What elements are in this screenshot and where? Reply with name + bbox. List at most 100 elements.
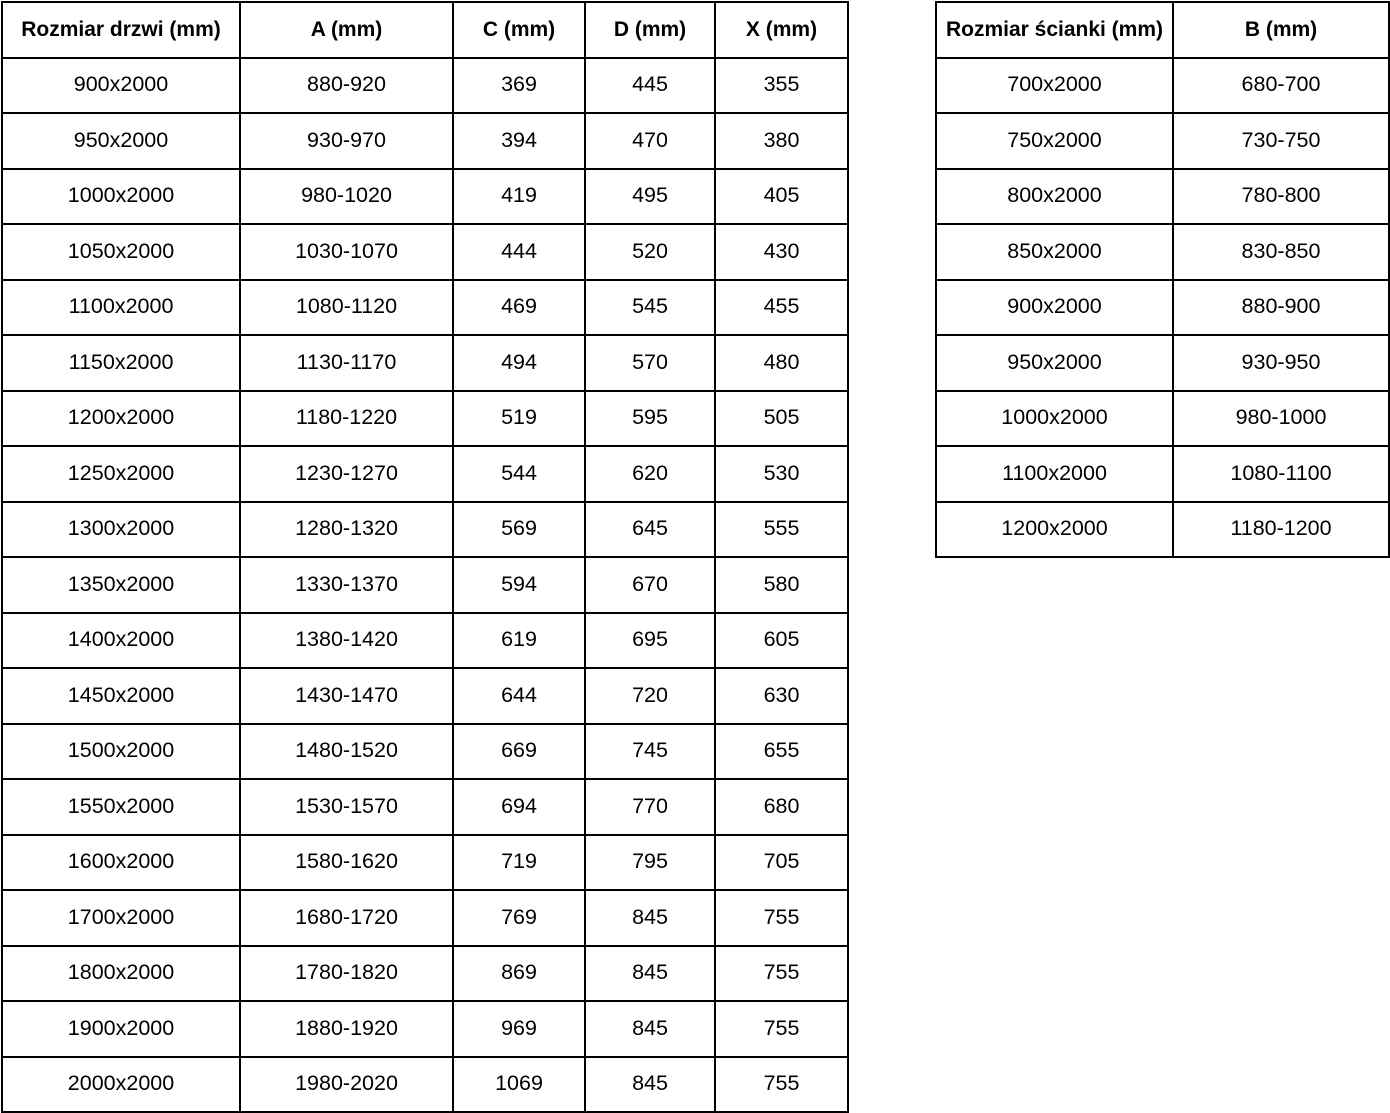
cell-a: 1330-1370 bbox=[239, 556, 454, 614]
cell-x: 580 bbox=[714, 556, 849, 614]
cell-a: 1980-2020 bbox=[239, 1055, 454, 1113]
cell-size: 1050x2000 bbox=[1, 223, 241, 281]
table-row: 1200x2000 1180-1200 bbox=[935, 500, 1390, 558]
cell-wall-size: 800x2000 bbox=[935, 167, 1174, 225]
cell-size: 1250x2000 bbox=[1, 445, 241, 503]
table-row: 1600x2000 1580-1620 719 795 705 bbox=[1, 833, 849, 891]
cell-size: 950x2000 bbox=[1, 112, 241, 170]
cell-size: 1100x2000 bbox=[1, 278, 241, 336]
cell-a: 1530-1570 bbox=[239, 778, 454, 836]
table-row: 1100x2000 1080-1120 469 545 455 bbox=[1, 278, 849, 336]
cell-x: 605 bbox=[714, 611, 849, 669]
cell-a: 1680-1720 bbox=[239, 889, 454, 947]
table-row: 1500x2000 1480-1520 669 745 655 bbox=[1, 722, 849, 780]
cell-size: 1300x2000 bbox=[1, 500, 241, 558]
cell-wall-size: 1200x2000 bbox=[935, 500, 1174, 558]
cell-b: 1080-1100 bbox=[1172, 445, 1390, 503]
cell-a: 1080-1120 bbox=[239, 278, 454, 336]
table-row: 900x2000 880-920 369 445 355 bbox=[1, 56, 849, 114]
cell-d: 845 bbox=[584, 944, 716, 1002]
cell-d: 845 bbox=[584, 889, 716, 947]
cell-a: 1030-1070 bbox=[239, 223, 454, 281]
doors-size-table: Rozmiar drzwi (mm) A (mm) C (mm) D (mm) … bbox=[1, 1, 849, 1113]
cell-x: 755 bbox=[714, 944, 849, 1002]
doors-header-d: D (mm) bbox=[584, 1, 716, 59]
cell-x: 505 bbox=[714, 389, 849, 447]
cell-c: 394 bbox=[452, 112, 586, 170]
cell-wall-size: 850x2000 bbox=[935, 223, 1174, 281]
table-row: 2000x2000 1980-2020 1069 845 755 bbox=[1, 1055, 849, 1113]
cell-x: 655 bbox=[714, 722, 849, 780]
cell-d: 695 bbox=[584, 611, 716, 669]
cell-d: 495 bbox=[584, 167, 716, 225]
cell-a: 1580-1620 bbox=[239, 833, 454, 891]
cell-size: 1800x2000 bbox=[1, 944, 241, 1002]
cell-x: 430 bbox=[714, 223, 849, 281]
doors-header-x: X (mm) bbox=[714, 1, 849, 59]
cell-d: 595 bbox=[584, 389, 716, 447]
cell-c: 869 bbox=[452, 944, 586, 1002]
cell-a: 1880-1920 bbox=[239, 1000, 454, 1058]
cell-x: 405 bbox=[714, 167, 849, 225]
table-row: 1200x2000 1180-1220 519 595 505 bbox=[1, 389, 849, 447]
cell-b: 930-950 bbox=[1172, 334, 1390, 392]
cell-x: 630 bbox=[714, 667, 849, 725]
cell-c: 669 bbox=[452, 722, 586, 780]
table-row: 900x2000 880-900 bbox=[935, 278, 1390, 336]
wall-header-size: Rozmiar ścianki (mm) bbox=[935, 1, 1174, 59]
cell-size: 1400x2000 bbox=[1, 611, 241, 669]
cell-b: 830-850 bbox=[1172, 223, 1390, 281]
cell-a: 930-970 bbox=[239, 112, 454, 170]
cell-c: 644 bbox=[452, 667, 586, 725]
table-row: 1300x2000 1280-1320 569 645 555 bbox=[1, 500, 849, 558]
wall-panel-size-table: Rozmiar ścianki (mm) B (mm) 700x2000 680… bbox=[935, 1, 1390, 558]
cell-c: 419 bbox=[452, 167, 586, 225]
table-row: 1400x2000 1380-1420 619 695 605 bbox=[1, 611, 849, 669]
cell-size: 1500x2000 bbox=[1, 722, 241, 780]
cell-a: 1780-1820 bbox=[239, 944, 454, 1002]
wall-table-head: Rozmiar ścianki (mm) B (mm) bbox=[935, 1, 1390, 59]
cell-c: 369 bbox=[452, 56, 586, 114]
wall-table-header-row: Rozmiar ścianki (mm) B (mm) bbox=[935, 1, 1390, 59]
cell-size: 1000x2000 bbox=[1, 167, 241, 225]
cell-a: 880-920 bbox=[239, 56, 454, 114]
cell-d: 745 bbox=[584, 722, 716, 780]
cell-x: 530 bbox=[714, 445, 849, 503]
cell-x: 755 bbox=[714, 889, 849, 947]
cell-size: 1350x2000 bbox=[1, 556, 241, 614]
cell-c: 444 bbox=[452, 223, 586, 281]
cell-x: 680 bbox=[714, 778, 849, 836]
cell-c: 469 bbox=[452, 278, 586, 336]
cell-b: 880-900 bbox=[1172, 278, 1390, 336]
table-row: 950x2000 930-950 bbox=[935, 334, 1390, 392]
table-row: 800x2000 780-800 bbox=[935, 167, 1390, 225]
cell-wall-size: 1000x2000 bbox=[935, 389, 1174, 447]
cell-size: 1900x2000 bbox=[1, 1000, 241, 1058]
cell-d: 770 bbox=[584, 778, 716, 836]
cell-c: 719 bbox=[452, 833, 586, 891]
doors-header-c: C (mm) bbox=[452, 1, 586, 59]
cell-d: 720 bbox=[584, 667, 716, 725]
cell-a: 1180-1220 bbox=[239, 389, 454, 447]
cell-x: 705 bbox=[714, 833, 849, 891]
table-row: 1350x2000 1330-1370 594 670 580 bbox=[1, 556, 849, 614]
cell-d: 445 bbox=[584, 56, 716, 114]
cell-d: 645 bbox=[584, 500, 716, 558]
cell-size: 1600x2000 bbox=[1, 833, 241, 891]
cell-c: 1069 bbox=[452, 1055, 586, 1113]
cell-d: 620 bbox=[584, 445, 716, 503]
cell-x: 455 bbox=[714, 278, 849, 336]
cell-size: 2000x2000 bbox=[1, 1055, 241, 1113]
cell-size: 1200x2000 bbox=[1, 389, 241, 447]
cell-a: 980-1020 bbox=[239, 167, 454, 225]
cell-b: 730-750 bbox=[1172, 112, 1390, 170]
cell-c: 569 bbox=[452, 500, 586, 558]
cell-wall-size: 1100x2000 bbox=[935, 445, 1174, 503]
cell-d: 470 bbox=[584, 112, 716, 170]
table-row: 950x2000 930-970 394 470 380 bbox=[1, 112, 849, 170]
table-row: 1450x2000 1430-1470 644 720 630 bbox=[1, 667, 849, 725]
cell-wall-size: 950x2000 bbox=[935, 334, 1174, 392]
cell-d: 670 bbox=[584, 556, 716, 614]
cell-b: 680-700 bbox=[1172, 56, 1390, 114]
